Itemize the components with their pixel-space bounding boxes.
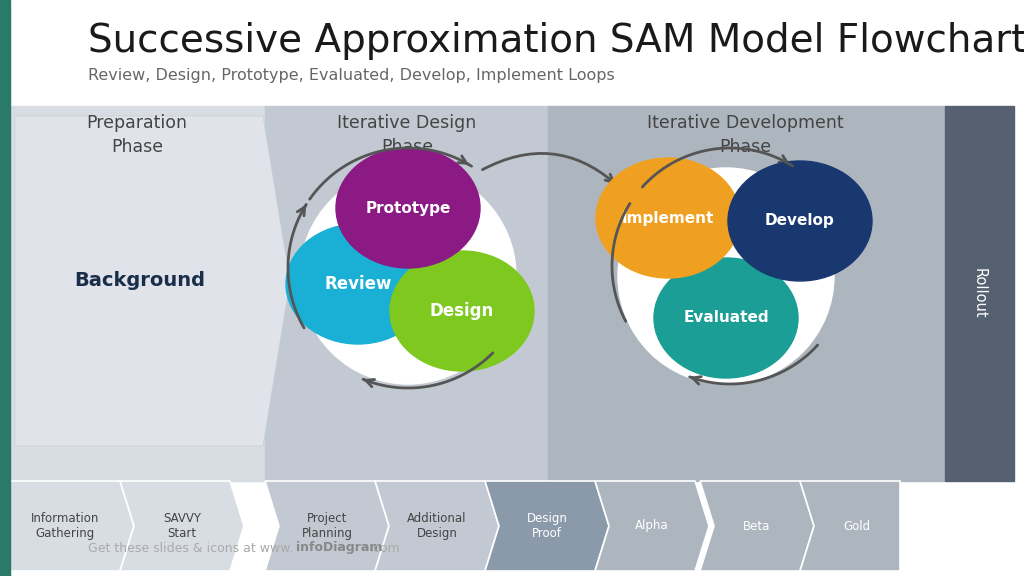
Ellipse shape bbox=[728, 161, 872, 281]
Bar bbox=[10, 106, 265, 481]
Text: Project
Planning: Project Planning bbox=[301, 511, 352, 540]
Text: Iterative Design
Phase: Iterative Design Phase bbox=[337, 114, 476, 156]
Text: Information
Gathering: Information Gathering bbox=[31, 511, 99, 540]
Circle shape bbox=[300, 168, 516, 384]
Text: Get these slides & icons at www.: Get these slides & icons at www. bbox=[88, 541, 293, 555]
Text: Prototype: Prototype bbox=[366, 200, 451, 215]
Text: Gold: Gold bbox=[844, 520, 870, 532]
Bar bbox=[945, 106, 1014, 481]
Text: Additional
Design: Additional Design bbox=[408, 511, 467, 540]
Text: Preparation
Phase: Preparation Phase bbox=[86, 114, 187, 156]
Text: Evaluated: Evaluated bbox=[683, 310, 769, 325]
Text: Review, Design, Prototype, Evaluated, Develop, Implement Loops: Review, Design, Prototype, Evaluated, De… bbox=[88, 68, 614, 83]
Text: Alpha: Alpha bbox=[635, 520, 669, 532]
Text: Background: Background bbox=[75, 271, 206, 290]
Text: Develop: Develop bbox=[765, 214, 835, 229]
Ellipse shape bbox=[596, 158, 740, 278]
Text: Design: Design bbox=[430, 302, 495, 320]
Polygon shape bbox=[485, 481, 609, 571]
Circle shape bbox=[618, 168, 834, 384]
Polygon shape bbox=[265, 481, 389, 571]
Ellipse shape bbox=[336, 148, 480, 268]
Text: Beta: Beta bbox=[743, 520, 771, 532]
Bar bbox=[265, 106, 548, 481]
Text: Successive Approximation SAM Model Flowchart: Successive Approximation SAM Model Flowc… bbox=[88, 22, 1024, 60]
Polygon shape bbox=[10, 481, 134, 571]
Text: Implement: Implement bbox=[622, 210, 714, 225]
Polygon shape bbox=[595, 481, 709, 571]
Bar bbox=[0, 0, 10, 576]
Text: infoDiagram: infoDiagram bbox=[296, 541, 382, 555]
Text: SAVVY
Start: SAVVY Start bbox=[163, 511, 201, 540]
Bar bbox=[548, 106, 945, 481]
Ellipse shape bbox=[654, 258, 798, 378]
Text: .com: .com bbox=[370, 541, 400, 555]
Polygon shape bbox=[120, 481, 244, 571]
Polygon shape bbox=[800, 481, 900, 571]
Polygon shape bbox=[15, 116, 290, 446]
Polygon shape bbox=[375, 481, 499, 571]
Text: Rollout: Rollout bbox=[972, 268, 986, 319]
Text: Iterative Development
Phase: Iterative Development Phase bbox=[647, 114, 844, 156]
Ellipse shape bbox=[286, 224, 430, 344]
Ellipse shape bbox=[390, 251, 534, 371]
Text: Design
Proof: Design Proof bbox=[526, 511, 567, 540]
Text: Review: Review bbox=[325, 275, 392, 293]
Polygon shape bbox=[700, 481, 814, 571]
